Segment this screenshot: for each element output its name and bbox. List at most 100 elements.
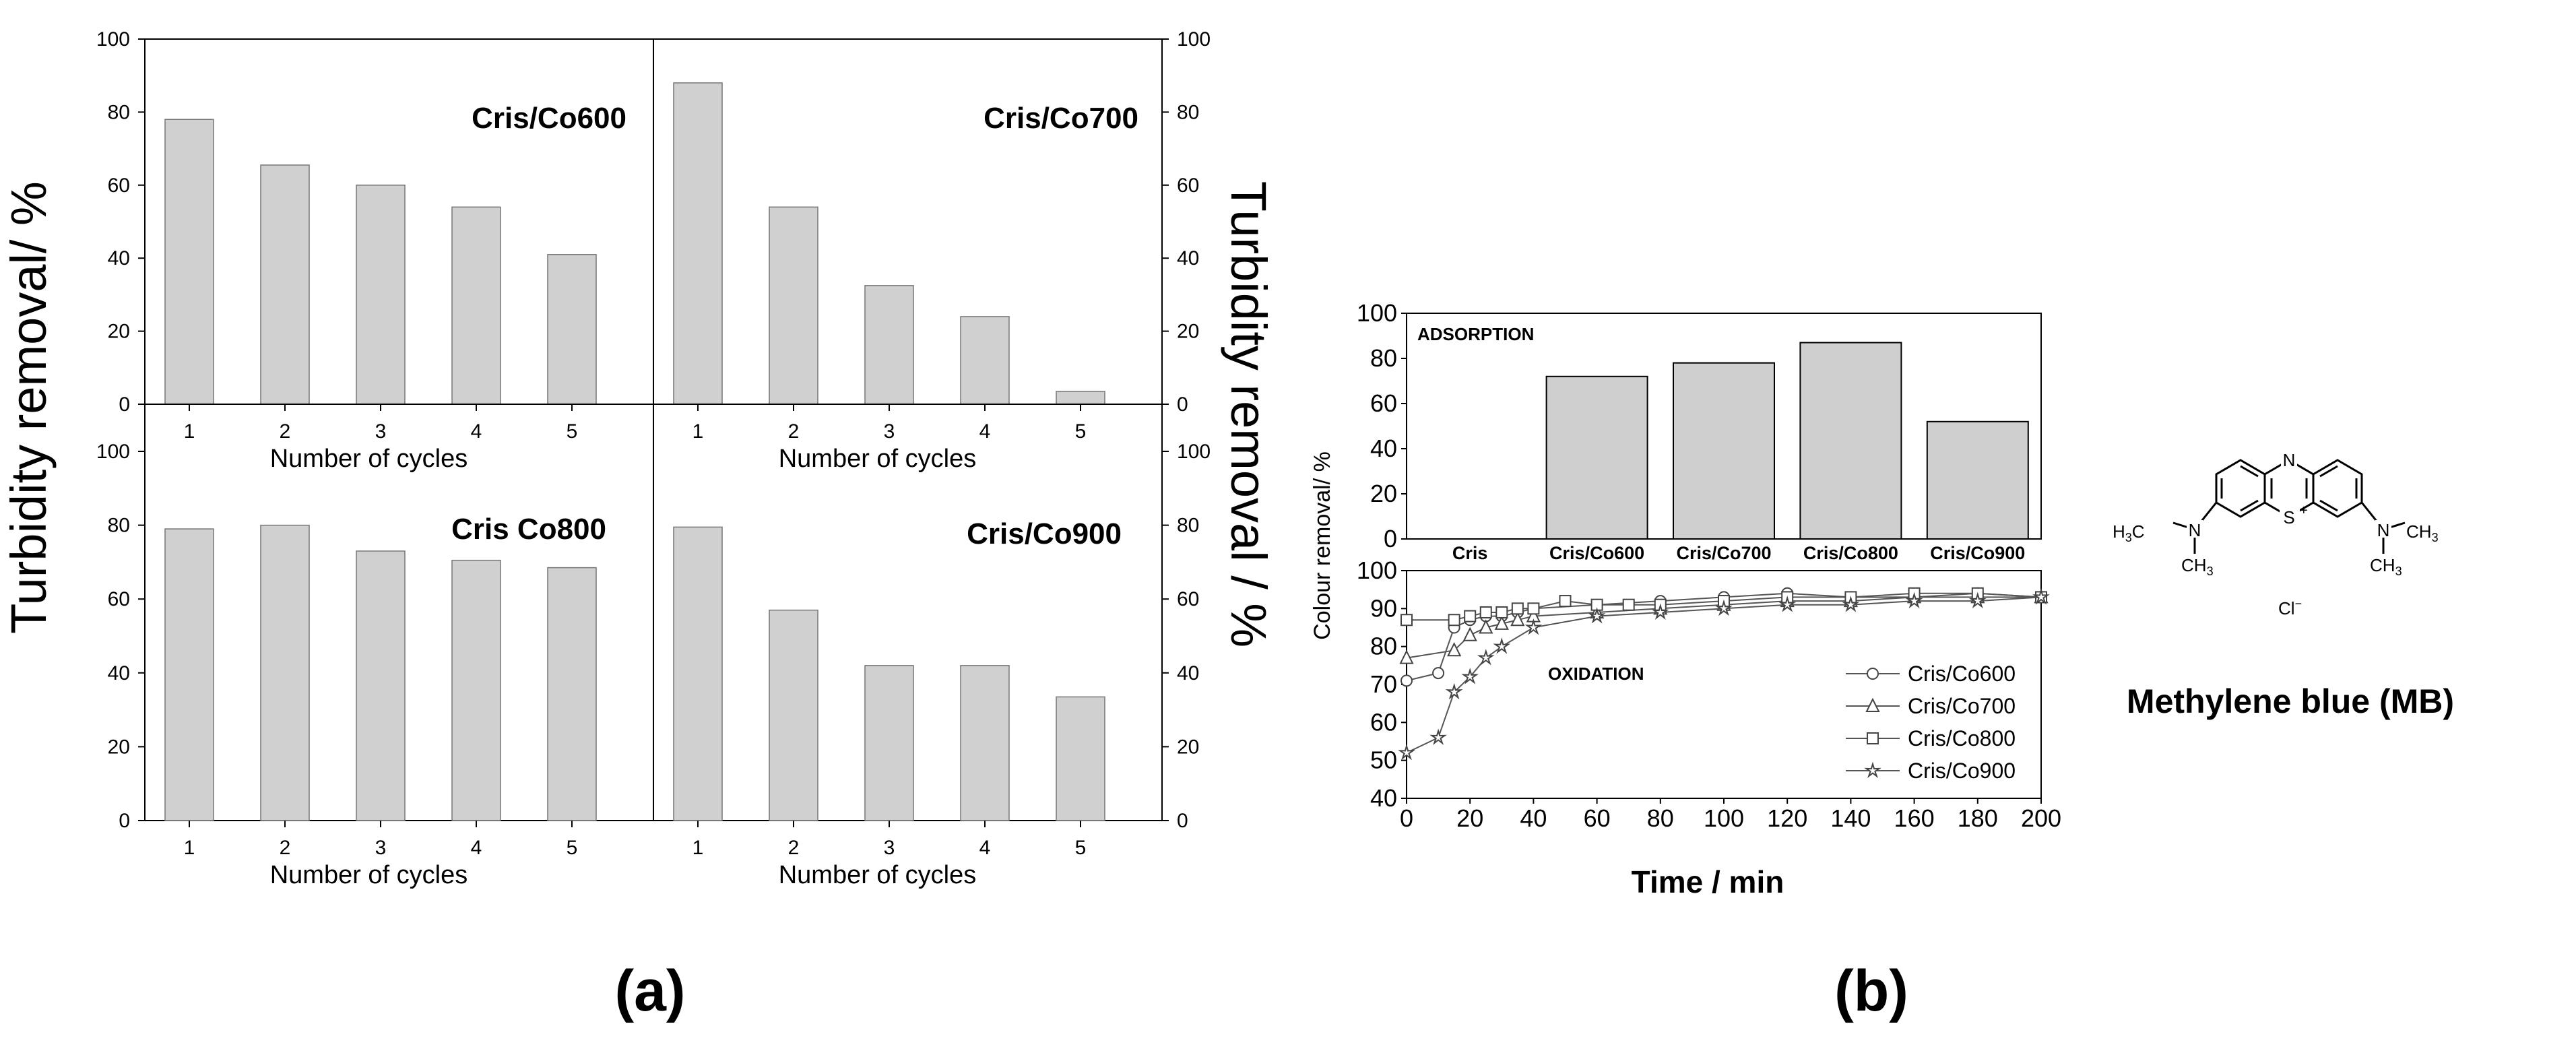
xtick-label-3: 3 <box>375 837 387 859</box>
chart-cris_co700: 1 2 3 4 5 Number of cycles 0 20 40 60 80 100 Cris/Co… <box>653 28 1211 473</box>
ytick-label-20: 20 <box>1177 736 1199 758</box>
ytick-label-0: 0 <box>119 810 130 832</box>
xtick-label-Cris/Co900: Cris/Co900 <box>1930 543 2025 563</box>
ytick-label-60: 60 <box>1177 588 1199 610</box>
bar-adsorption-Cris/Co600 <box>1545 375 1648 540</box>
panel-a-right-ylabel: Turbidity removal / % <box>1221 181 1277 647</box>
xlabel-cris_co900: Number of cycles <box>779 861 977 889</box>
mb-n-left: N <box>2189 520 2201 540</box>
xtick-label-120: 120 <box>1767 804 1807 832</box>
bar-cris_co600-2 <box>260 164 310 405</box>
point-Cris/Co800-15 <box>1448 614 1460 627</box>
xtick-label-140: 140 <box>1830 804 1871 832</box>
series-Cris/Co800 <box>1400 587 2047 627</box>
point-Cris/Co900-120 <box>1778 596 1797 612</box>
panel-label-a: (a) <box>614 959 685 1023</box>
point-Cris/Co900-0 <box>1398 743 1415 761</box>
bar-cris_co900-1 <box>673 526 723 821</box>
ytick-label-80: 80 <box>1177 101 1199 123</box>
ytick-label-20: 20 <box>1370 480 1397 507</box>
ytick-label-60: 60 <box>1177 174 1199 197</box>
ytick-label-0: 0 <box>1384 525 1397 552</box>
point-Cris/Co900-15 <box>1445 682 1463 700</box>
point-Cris/Co900-20 <box>1461 668 1479 684</box>
ytick-label-40: 40 <box>1370 784 1397 812</box>
xtick-label-80: 80 <box>1647 804 1674 832</box>
ytick-label-60: 60 <box>1370 708 1397 736</box>
ytick-label-20: 20 <box>108 321 130 343</box>
legend-marker-Cris/Co800 <box>1867 732 1879 744</box>
xtick-label-2: 2 <box>788 837 800 859</box>
title-cris_co800: Cris Co800 <box>451 513 606 546</box>
title-adsorption: ADSORPTION <box>1417 324 1534 344</box>
xtick-label-1: 1 <box>184 420 195 443</box>
ytick-label-80: 80 <box>108 515 130 537</box>
xtick-label-0: 0 <box>1400 804 1413 832</box>
panel-b-xlabel: Time / min <box>1632 864 1784 899</box>
ytick-label-40: 40 <box>1370 435 1397 462</box>
panel-b-ylabel: Colour removal/ % <box>1310 451 1335 640</box>
point-Cris/Co900-10 <box>1429 728 1447 745</box>
ytick-label-60: 60 <box>108 174 130 197</box>
bar-cris_co900-2 <box>769 609 818 821</box>
chart-adsorption: 0 20 40 60 80 100 Cris Cris/Co600 Cris/Co700 Cris… <box>1357 299 2042 563</box>
point-Cris/Co700-25 <box>1479 619 1493 634</box>
xtick-label-5: 5 <box>1075 837 1087 859</box>
mb-chloride: Cl− <box>2278 597 2302 618</box>
ytick-label-40: 40 <box>1177 662 1199 684</box>
mb-s-charge: + <box>2300 503 2308 518</box>
title-oxidation: OXIDATION <box>1548 664 1644 684</box>
chart-oxidation: 40 50 60 70 80 90 100 0 20 40 60 80 100 120 140 160 180 2… <box>1357 556 2061 832</box>
point-Cris/Co800-0 <box>1400 614 1413 627</box>
point-Cris/Co800-20 <box>1464 610 1477 622</box>
xtick-label-3: 3 <box>375 420 387 443</box>
point-Cris/Co900-80 <box>1651 603 1669 620</box>
legend-marker-Cris/Co600 <box>1867 668 1879 680</box>
mb-ch3-left-bottom: CH3 <box>2181 555 2214 578</box>
methylene-blue-structure <box>2172 459 2406 554</box>
point-Cris/Co800-30 <box>1495 606 1508 618</box>
legend-label-Cris/Co800: Cris/Co800 <box>1908 726 2016 750</box>
bar-cris_co900-5 <box>1056 696 1105 821</box>
title-cris_co600: Cris/Co600 <box>472 102 626 135</box>
mb-left-ring <box>2215 459 2266 518</box>
point-Cris/Co700-15 <box>1447 642 1462 657</box>
bar-cris_co800-4 <box>451 559 501 821</box>
xtick-label-1: 1 <box>693 420 704 443</box>
xtick-label-2: 2 <box>280 420 291 443</box>
xtick-label-Cris/Co600: Cris/Co600 <box>1549 543 1644 563</box>
legend-marker-Cris/Co900 <box>1864 761 1881 778</box>
bar-adsorption-Cris/Co800 <box>1799 342 1902 540</box>
point-Cris/Co900-25 <box>1477 649 1495 666</box>
point-Cris/Co900-100 <box>1715 599 1733 616</box>
chart-cris_co800: 1 2 3 4 5 Number of cycles 0 20 40 60 80 100 Cris Co… <box>96 404 654 889</box>
xtick-label-40: 40 <box>1520 804 1547 832</box>
ytick-label-40: 40 <box>108 662 130 684</box>
ytick-label-0: 0 <box>1177 810 1188 832</box>
point-Cris/Co800-25 <box>1479 606 1492 618</box>
xtick-label-160: 160 <box>1894 804 1935 832</box>
xtick-label-100: 100 <box>1704 804 1744 832</box>
point-Cris/Co700-20 <box>1462 627 1477 641</box>
mb-n-right: N <box>2377 520 2390 540</box>
xlabel-cris_co700: Number of cycles <box>779 445 977 473</box>
legend-label-Cris/Co900: Cris/Co900 <box>1908 759 2016 783</box>
mb-h3c-left: H3C <box>2113 521 2145 544</box>
point-Cris/Co800-50 <box>1559 595 1572 608</box>
ytick-label-90: 90 <box>1370 594 1397 622</box>
ytick-label-20: 20 <box>1177 321 1199 343</box>
xtick-label-1: 1 <box>184 837 195 859</box>
point-Cris/Co900-200 <box>2032 587 2050 605</box>
ytick-label-60: 60 <box>1370 389 1397 417</box>
ytick-label-0: 0 <box>119 393 130 416</box>
ytick-label-0: 0 <box>1177 393 1188 416</box>
mb-ch3-right-top: CH3 <box>2406 521 2439 544</box>
point-Cris/Co600-10 <box>1432 667 1445 680</box>
ytick-label-100: 100 <box>1357 556 1397 584</box>
legend-label-Cris/Co600: Cris/Co600 <box>1908 662 2016 686</box>
legend-oxidation: Cris/Co600 Cris/Co700 Cris/Co800 Cris/Co900 <box>1846 662 2016 783</box>
point-Cris/Co800-35 <box>1511 602 1524 615</box>
title-cris_co700: Cris/Co700 <box>984 102 1138 135</box>
xtick-label-5: 5 <box>1075 420 1087 443</box>
point-Cris/Co800-70 <box>1622 598 1635 611</box>
